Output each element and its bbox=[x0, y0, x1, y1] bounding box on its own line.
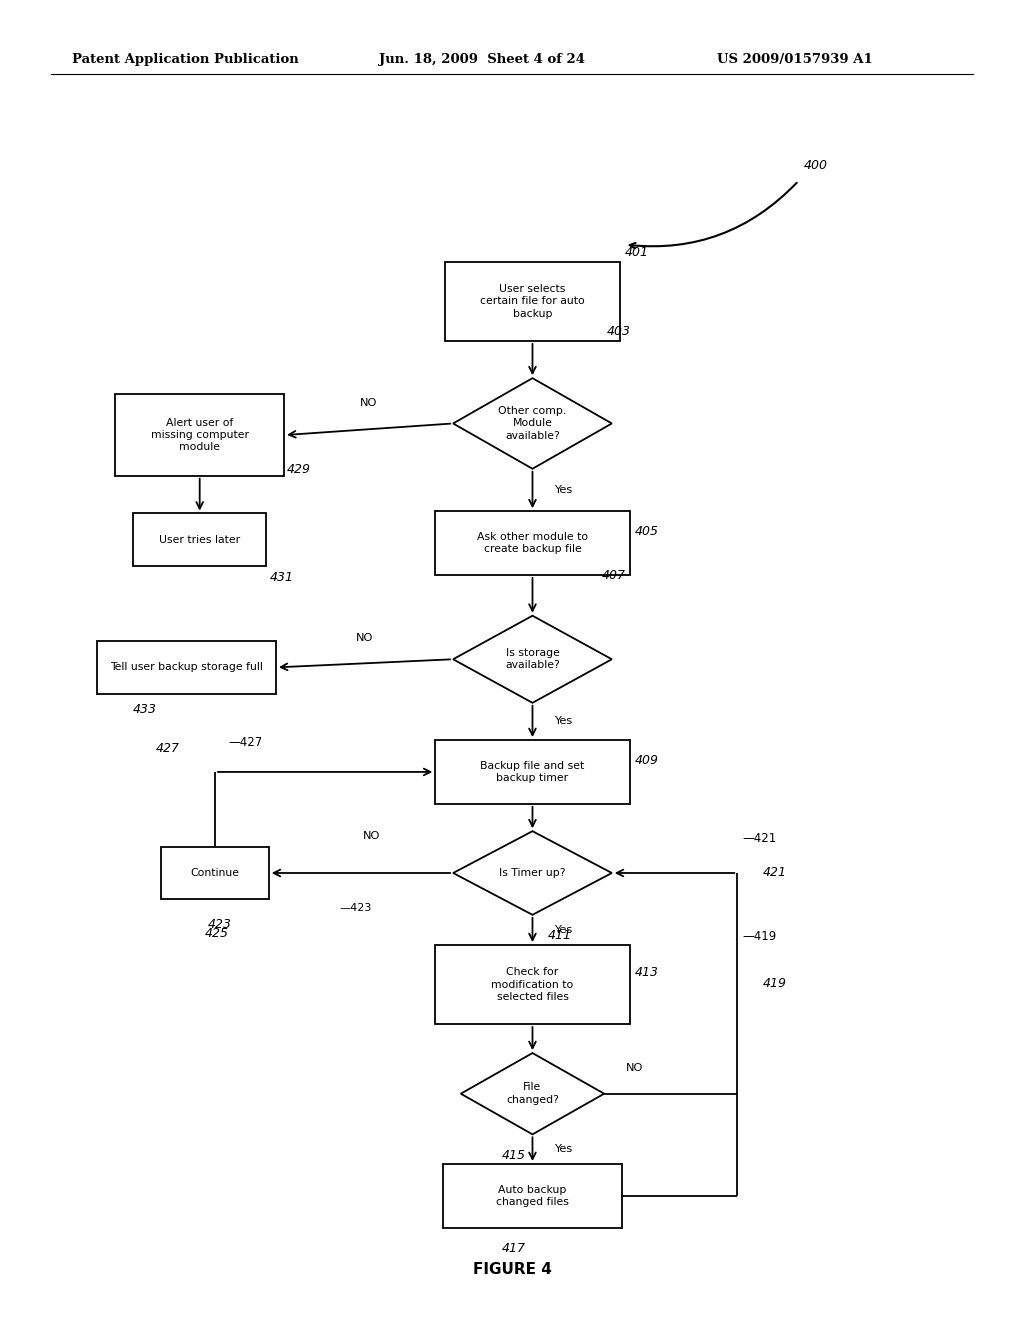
Text: Is Timer up?: Is Timer up? bbox=[500, 869, 565, 878]
Text: 423: 423 bbox=[207, 919, 231, 931]
FancyBboxPatch shape bbox=[445, 261, 620, 341]
Text: Tell user backup storage full: Tell user backup storage full bbox=[110, 663, 263, 672]
Text: Yes: Yes bbox=[554, 484, 572, 495]
Text: 417: 417 bbox=[502, 1242, 525, 1255]
Text: NO: NO bbox=[362, 830, 380, 841]
Text: —423: —423 bbox=[340, 903, 372, 913]
Polygon shape bbox=[453, 832, 612, 915]
Text: 411: 411 bbox=[548, 929, 571, 942]
Text: 409: 409 bbox=[635, 754, 658, 767]
Text: Alert user of
missing computer
module: Alert user of missing computer module bbox=[151, 417, 249, 453]
Polygon shape bbox=[461, 1053, 604, 1134]
Text: 413: 413 bbox=[635, 966, 658, 979]
Polygon shape bbox=[453, 615, 612, 702]
Text: US 2009/0157939 A1: US 2009/0157939 A1 bbox=[717, 53, 872, 66]
Text: NO: NO bbox=[360, 397, 377, 408]
Polygon shape bbox=[453, 378, 612, 469]
Text: Jun. 18, 2009  Sheet 4 of 24: Jun. 18, 2009 Sheet 4 of 24 bbox=[379, 53, 585, 66]
Text: File
changed?: File changed? bbox=[506, 1082, 559, 1105]
Text: —419: —419 bbox=[742, 931, 777, 944]
Text: 403: 403 bbox=[606, 325, 631, 338]
Text: Backup file and set
backup timer: Backup file and set backup timer bbox=[480, 760, 585, 783]
Text: 425: 425 bbox=[205, 928, 228, 940]
Text: NO: NO bbox=[356, 634, 373, 643]
Text: Yes: Yes bbox=[554, 1144, 572, 1154]
Text: 427: 427 bbox=[156, 742, 179, 755]
Text: —427: —427 bbox=[228, 737, 263, 750]
FancyBboxPatch shape bbox=[96, 642, 275, 693]
Text: 415: 415 bbox=[502, 1148, 525, 1162]
Text: FIGURE 4: FIGURE 4 bbox=[472, 1262, 552, 1278]
FancyBboxPatch shape bbox=[442, 1164, 622, 1228]
Text: 405: 405 bbox=[635, 525, 658, 539]
Text: User selects
certain file for auto
backup: User selects certain file for auto backu… bbox=[480, 284, 585, 319]
Text: Patent Application Publication: Patent Application Publication bbox=[72, 53, 298, 66]
Text: Other comp.
Module
available?: Other comp. Module available? bbox=[499, 407, 566, 441]
Text: Continue: Continue bbox=[190, 869, 240, 878]
Text: 400: 400 bbox=[804, 160, 827, 172]
Text: NO: NO bbox=[627, 1063, 643, 1073]
Text: —421: —421 bbox=[742, 832, 777, 845]
FancyBboxPatch shape bbox=[435, 511, 630, 576]
Text: 431: 431 bbox=[269, 570, 293, 583]
Text: 433: 433 bbox=[133, 704, 157, 717]
Text: Yes: Yes bbox=[554, 925, 572, 935]
Text: Is storage
available?: Is storage available? bbox=[505, 648, 560, 671]
Text: 401: 401 bbox=[625, 247, 648, 259]
FancyBboxPatch shape bbox=[115, 395, 285, 475]
Text: 421: 421 bbox=[763, 866, 786, 879]
Text: Auto backup
changed files: Auto backup changed files bbox=[496, 1185, 569, 1206]
Text: Check for
modification to
selected files: Check for modification to selected files bbox=[492, 968, 573, 1002]
FancyBboxPatch shape bbox=[133, 513, 266, 566]
Text: Ask other module to
create backup file: Ask other module to create backup file bbox=[477, 532, 588, 554]
Text: User tries later: User tries later bbox=[159, 535, 241, 545]
FancyBboxPatch shape bbox=[435, 741, 630, 804]
FancyBboxPatch shape bbox=[162, 847, 268, 899]
Text: Yes: Yes bbox=[554, 717, 572, 726]
Text: 419: 419 bbox=[763, 977, 786, 990]
Text: 407: 407 bbox=[602, 569, 626, 582]
Text: 429: 429 bbox=[287, 463, 311, 477]
FancyBboxPatch shape bbox=[435, 945, 630, 1024]
